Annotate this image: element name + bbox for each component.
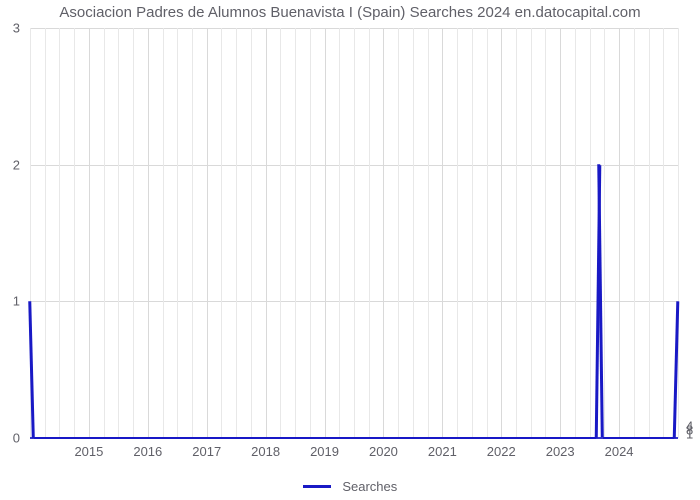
legend-swatch [303,485,331,488]
gridline-vertical-minor [590,28,591,438]
right-tick-label: 4 [686,418,693,433]
gridline-vertical-minor [545,28,546,438]
gridline-vertical-minor [398,28,399,438]
gridline-vertical-major [442,28,443,438]
gridline-vertical-minor [487,28,488,438]
gridline-vertical-major [619,28,620,438]
x-tick-label: 2022 [487,444,516,459]
gridline-vertical-minor [74,28,75,438]
gridline-vertical-minor [354,28,355,438]
gridline-vertical-major [148,28,149,438]
gridline-vertical-minor [236,28,237,438]
x-tick-label: 2016 [133,444,162,459]
gridline-vertical-minor [663,28,664,438]
gridline-vertical-minor [133,28,134,438]
gridline-vertical-major [207,28,208,438]
x-tick-label: 2018 [251,444,280,459]
gridline-vertical-minor [221,28,222,438]
gridline-vertical-minor [280,28,281,438]
chart-title: Asociacion Padres de Alumnos Buenavista … [0,4,700,21]
gridline-vertical-minor [649,28,650,438]
gridline-vertical-minor [59,28,60,438]
y-tick-label: 0 [13,431,20,446]
gridline-vertical-minor [251,28,252,438]
y-tick-label: 3 [13,21,20,36]
gridline-vertical-major [266,28,267,438]
gridline-vertical-minor [413,28,414,438]
x-tick-label: 2020 [369,444,398,459]
gridline-vertical-minor [177,28,178,438]
gridline-vertical-minor [634,28,635,438]
gridline-vertical-major [89,28,90,438]
gridline-vertical-minor [163,28,164,438]
gridline-vertical-minor [428,28,429,438]
x-tick-label: 2015 [74,444,103,459]
gridline-vertical-minor [104,28,105,438]
x-tick-label: 2017 [192,444,221,459]
gridline-vertical-minor [678,28,679,438]
gridline-vertical-minor [118,28,119,438]
y-tick-label: 1 [13,294,20,309]
gridline-vertical-minor [339,28,340,438]
legend-label: Searches [342,479,397,494]
gridline-vertical-major [501,28,502,438]
x-tick-label: 2019 [310,444,339,459]
gridline-vertical-minor [192,28,193,438]
gridline-vertical-minor [310,28,311,438]
y-tick-label: 2 [13,157,20,172]
baseline [30,437,678,439]
gridline-vertical-minor [575,28,576,438]
x-tick-label: 2024 [605,444,634,459]
gridline-vertical-major [383,28,384,438]
gridline-vertical-minor [604,28,605,438]
gridline-vertical-minor [516,28,517,438]
gridline-vertical-minor [369,28,370,438]
gridline-vertical-minor [45,28,46,438]
plot-area: 0123184201520162017201820192020202120222… [30,28,678,438]
gridline-vertical-minor [531,28,532,438]
gridline-vertical-minor [457,28,458,438]
chart-container: Asociacion Padres de Alumnos Buenavista … [0,0,700,500]
x-tick-label: 2021 [428,444,457,459]
x-tick-label: 2023 [546,444,575,459]
gridline-vertical-major [325,28,326,438]
gridline-vertical-major [560,28,561,438]
gridline-vertical-minor [472,28,473,438]
gridline-vertical-minor [295,28,296,438]
legend: Searches [0,478,700,494]
